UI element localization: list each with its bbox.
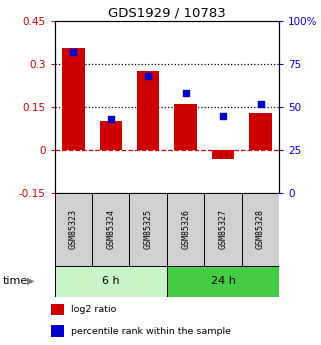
Title: GDS1929 / 10783: GDS1929 / 10783 [108, 7, 226, 20]
Bar [55, 266, 167, 297]
Bar [249, 113, 272, 150]
Bar [51, 325, 64, 337]
Text: GSM85327: GSM85327 [219, 209, 228, 249]
Bar [100, 121, 122, 150]
Text: time: time [3, 276, 29, 286]
Text: 6 h: 6 h [102, 276, 119, 286]
Bar [62, 48, 84, 150]
Point [71, 49, 76, 55]
Bar [174, 104, 197, 150]
Bar [129, 193, 167, 266]
Point [258, 101, 263, 106]
Text: GSM85324: GSM85324 [106, 209, 115, 249]
Bar [167, 193, 204, 266]
Text: ▶: ▶ [27, 276, 35, 286]
Text: percentile rank within the sample: percentile rank within the sample [71, 327, 230, 336]
Text: GSM85326: GSM85326 [181, 209, 190, 249]
Bar [92, 193, 129, 266]
Point [146, 73, 151, 79]
Bar [51, 304, 64, 315]
Bar [204, 193, 242, 266]
Point [108, 116, 113, 122]
Text: GSM85328: GSM85328 [256, 209, 265, 249]
Bar [212, 150, 234, 159]
Text: log2 ratio: log2 ratio [71, 305, 116, 314]
Bar [137, 71, 160, 150]
Bar [242, 193, 279, 266]
Bar [55, 193, 92, 266]
Text: 24 h: 24 h [211, 276, 236, 286]
Bar [167, 266, 279, 297]
Text: GSM85323: GSM85323 [69, 209, 78, 249]
Text: GSM85325: GSM85325 [144, 209, 153, 249]
Point [183, 90, 188, 96]
Point [221, 113, 226, 118]
